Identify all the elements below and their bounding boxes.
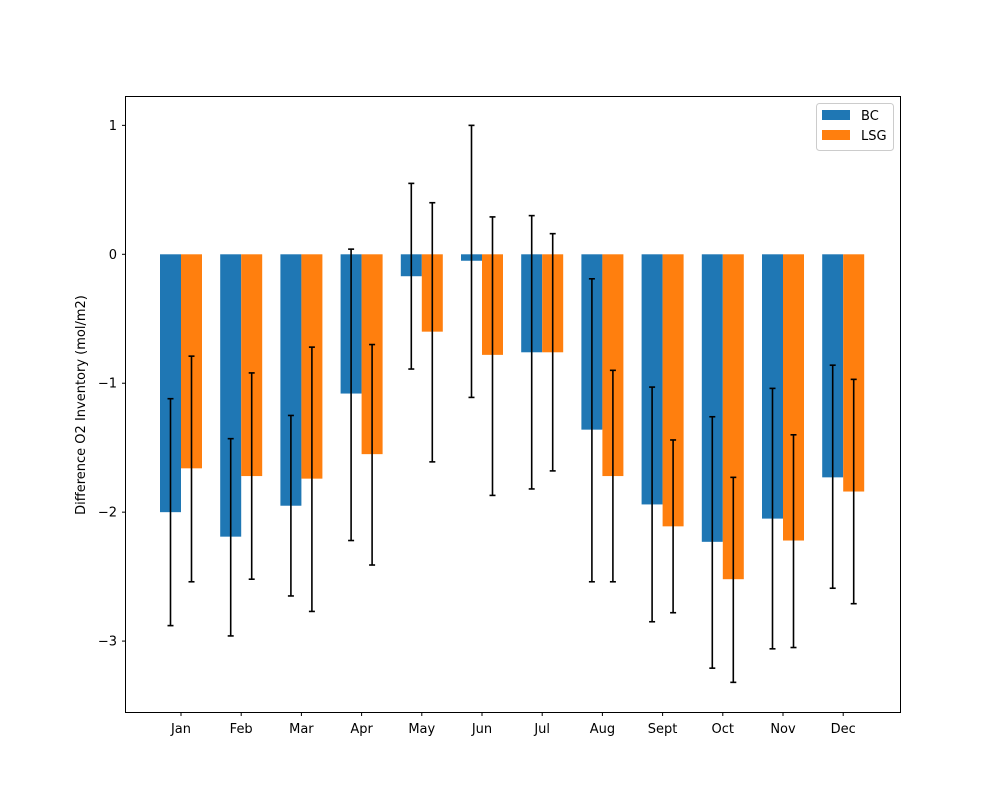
error-bar-bc-jul bbox=[528, 214, 535, 490]
error-bar-lsg-jun bbox=[489, 216, 496, 497]
bar-bc-nov bbox=[762, 254, 783, 519]
bar-bc-oct bbox=[701, 254, 723, 542]
legend-swatch-lsg bbox=[822, 130, 850, 140]
x-tick-label-dec: Dec bbox=[831, 722, 856, 737]
x-tick-label-may: May bbox=[408, 722, 435, 737]
error-bar-lsg-jul bbox=[549, 232, 556, 472]
bar-lsg-dec bbox=[843, 254, 865, 492]
bar-lsg-sept bbox=[662, 254, 684, 527]
x-tick-label-aug: Aug bbox=[590, 722, 615, 737]
legend: BC LSG bbox=[816, 103, 894, 151]
x-axis: Jan Feb Mar Apr May Jun Jul Aug Sept Oct Nov Dec bbox=[170, 712, 856, 737]
error-bar-bc-sept bbox=[649, 386, 656, 623]
error-bar-bc-apr bbox=[348, 248, 355, 542]
y-tick-label: −3 bbox=[98, 635, 117, 650]
error-bar-lsg-nov bbox=[790, 433, 797, 649]
x-tick-label-sept: Sept bbox=[648, 722, 678, 737]
bar-lsg-oct bbox=[722, 254, 744, 580]
y-tick-label: 0 bbox=[109, 248, 117, 263]
error-bar-lsg-aug bbox=[609, 369, 616, 583]
legend-label-lsg: LSG bbox=[861, 129, 887, 144]
error-bar-bc-may bbox=[408, 182, 415, 370]
error-bar-bc-feb bbox=[227, 437, 234, 637]
error-bar-lsg-mar bbox=[308, 346, 315, 613]
error-bar-bc-mar bbox=[287, 414, 294, 597]
x-tick-label-jul: Jul bbox=[533, 722, 550, 737]
y-tick-label: −1 bbox=[98, 377, 117, 392]
error-bar-lsg-jan bbox=[188, 355, 195, 583]
error-bars-layer bbox=[167, 124, 857, 684]
error-bar-bc-aug bbox=[588, 277, 595, 583]
error-bar-bc-nov bbox=[769, 387, 776, 650]
bar-bc-feb bbox=[220, 254, 242, 537]
legend-swatch-bc bbox=[822, 110, 850, 120]
bar-bc-mar bbox=[280, 254, 302, 506]
y-tick-label: 1 bbox=[109, 119, 117, 134]
x-tick-label-jan: Jan bbox=[170, 722, 191, 737]
x-tick-label-nov: Nov bbox=[770, 722, 796, 737]
error-bar-bc-oct bbox=[709, 415, 716, 669]
legend-label-bc: BC bbox=[861, 109, 879, 124]
x-tick-label-oct: Oct bbox=[712, 722, 734, 737]
bar-bc-jan bbox=[160, 254, 181, 513]
bar-bc-sept bbox=[641, 254, 663, 505]
bar-lsg-feb bbox=[241, 254, 263, 477]
error-bar-lsg-oct bbox=[730, 476, 737, 684]
bar-lsg-nov bbox=[783, 254, 804, 541]
x-tick-label-feb: Feb bbox=[230, 722, 253, 737]
error-bar-bc-dec bbox=[829, 364, 836, 590]
x-tick-label-mar: Mar bbox=[289, 722, 314, 737]
plot-frame bbox=[125, 96, 901, 713]
error-bar-lsg-feb bbox=[248, 372, 255, 581]
error-bar-lsg-may bbox=[429, 201, 436, 463]
y-axis: 1 0 −1 −2 −3 bbox=[98, 119, 126, 650]
x-tick-label-apr: Apr bbox=[350, 722, 373, 737]
y-axis-label: Difference O2 Inventory (mol/m2) bbox=[74, 295, 89, 515]
error-bar-lsg-apr bbox=[369, 343, 376, 566]
error-bar-bc-jan bbox=[167, 397, 174, 627]
x-tick-label-jun: Jun bbox=[471, 722, 492, 737]
y-tick-label: −2 bbox=[98, 506, 117, 521]
error-bar-bc-jun bbox=[468, 124, 475, 399]
error-bar-lsg-dec bbox=[850, 378, 857, 605]
bar-lsg-aug bbox=[602, 254, 624, 477]
error-bar-lsg-sept bbox=[670, 439, 677, 614]
